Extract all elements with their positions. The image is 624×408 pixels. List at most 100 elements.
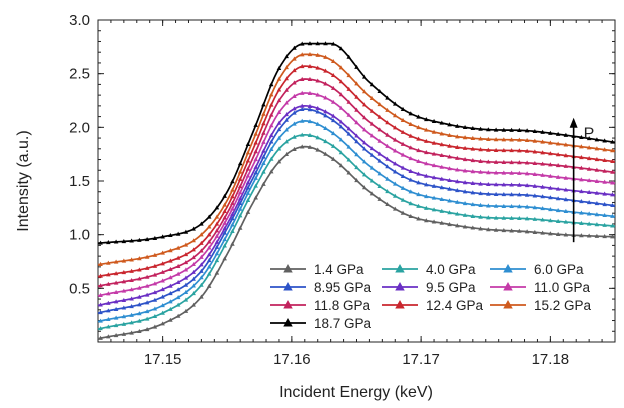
data-point-marker (191, 269, 196, 274)
data-point-marker (98, 326, 103, 331)
series-15-2-gpa (97, 52, 616, 266)
data-point-marker (361, 146, 367, 151)
data-point-marker (315, 92, 321, 97)
data-point-marker (245, 173, 251, 178)
data-point-marker (98, 318, 103, 323)
data-point-marker (330, 85, 336, 90)
data-point-marker (137, 302, 142, 307)
data-point-marker (307, 90, 313, 95)
data-point-marker (478, 214, 483, 219)
data-point-marker (478, 147, 483, 152)
data-point-marker (439, 131, 445, 136)
data-point-marker (253, 149, 258, 154)
data-point-marker (261, 121, 266, 126)
data-point-marker (462, 168, 468, 173)
data-point-marker (206, 283, 212, 288)
data-point-marker (540, 230, 545, 235)
data-point-marker (121, 238, 127, 244)
data-point-marker (323, 125, 328, 131)
data-point-marker (354, 64, 359, 69)
data-point-marker (222, 193, 227, 198)
data-point-marker (183, 308, 189, 313)
series-6-0-gpa (97, 118, 616, 323)
data-point-marker (431, 129, 437, 134)
data-point-marker (160, 287, 165, 292)
data-point-marker (292, 56, 297, 61)
data-point-marker (509, 192, 514, 197)
data-point-marker (447, 177, 452, 183)
data-point-marker (129, 330, 134, 335)
data-point-marker (455, 188, 460, 193)
data-point-marker (338, 150, 344, 155)
data-point-marker (455, 179, 460, 184)
data-point-marker (338, 119, 344, 124)
data-point-marker (524, 171, 530, 176)
data-point-marker (586, 136, 592, 141)
data-point-marker (509, 215, 514, 220)
data-point-marker (501, 203, 507, 208)
data-point-marker (431, 207, 437, 212)
legend: 1.4 GPa 4.0 GPa 6.0 GPa 8.95 GPa 9.5 GPa 11.0… (270, 262, 592, 331)
data-point-marker (610, 213, 615, 218)
data-point-marker (137, 267, 142, 272)
data-point-marker (330, 118, 336, 123)
data-point-marker (462, 124, 468, 130)
data-point-marker (330, 99, 336, 104)
data-point-marker (346, 86, 352, 91)
y-axis-title: Intensity (a.u.) (15, 130, 32, 231)
data-point-marker (214, 205, 220, 210)
legend-label: 11.0 GPa (534, 280, 591, 295)
data-point-marker (137, 276, 142, 281)
data-point-marker (493, 127, 499, 132)
data-point-marker (501, 137, 507, 142)
data-point-marker (431, 195, 437, 200)
data-point-marker (253, 175, 258, 180)
data-point-marker (361, 115, 367, 120)
data-point-marker (276, 135, 282, 140)
data-point-marker (509, 127, 514, 132)
data-point-marker (245, 158, 251, 163)
data-point-marker (369, 191, 375, 196)
data-point-marker (408, 177, 414, 182)
data-point-marker (338, 79, 344, 84)
data-point-marker (237, 200, 243, 206)
legend-marker (283, 318, 293, 327)
data-point-marker (253, 140, 258, 145)
legend-label: 1.4 GPa (314, 262, 364, 277)
data-point-marker (106, 260, 111, 265)
data-point-marker (338, 137, 344, 142)
data-point-marker (470, 135, 476, 140)
data-point-marker (230, 241, 235, 246)
data-point-marker (245, 180, 251, 185)
data-point-marker (338, 92, 344, 97)
data-point-marker (276, 87, 282, 92)
data-point-marker (152, 281, 158, 286)
axis-ticks: 17.15 17.16 17.17 17.18 0.5 1.0 1.5 2.0 2.5 3.0 (69, 12, 616, 368)
data-point-marker (106, 324, 111, 329)
data-point-marker (152, 272, 158, 277)
legend-marker (283, 300, 293, 309)
data-point-marker (346, 144, 352, 149)
data-point-marker (493, 147, 499, 152)
legend-marker (283, 264, 293, 273)
data-point-marker (214, 257, 220, 263)
series-18-7-gpa (97, 41, 616, 245)
data-point-marker (253, 170, 258, 175)
data-point-marker (113, 306, 119, 311)
data-point-marker (610, 169, 615, 174)
data-point-marker (338, 124, 344, 129)
data-point-marker (602, 168, 607, 173)
data-point-marker (563, 153, 569, 158)
data-point-marker (330, 156, 336, 161)
data-point-marker (98, 283, 103, 288)
data-point-marker (268, 139, 274, 144)
data-point-marker (346, 131, 352, 136)
data-point-marker (548, 130, 553, 135)
pressure-arrow: P (569, 117, 594, 243)
data-point-marker (129, 312, 134, 317)
data-point-marker (121, 331, 127, 336)
data-point-marker (106, 239, 111, 245)
data-point-marker (183, 260, 189, 265)
data-point-marker (555, 131, 561, 136)
data-point-marker (199, 240, 204, 245)
